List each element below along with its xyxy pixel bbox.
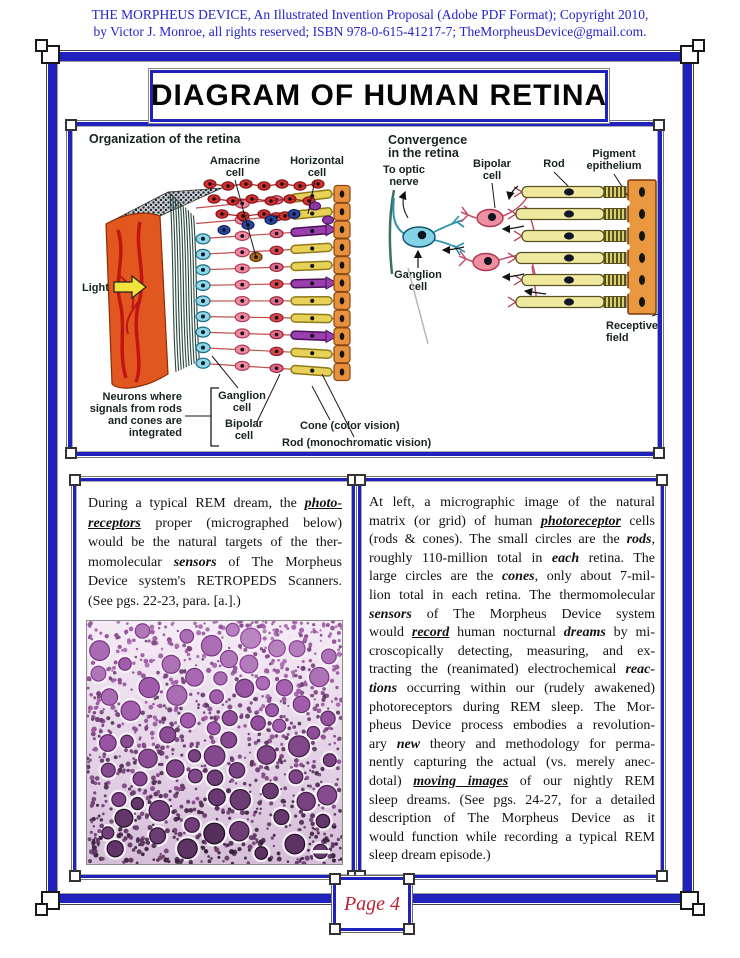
label-bracket [210, 387, 219, 447]
corner-ornament [329, 873, 341, 885]
corner-ornament [69, 474, 81, 486]
page-number-box: Page 4 [329, 873, 415, 935]
retina-illustration: Organization of the retina Light [82, 132, 658, 449]
organization-diagram: Organization of the retina Light [82, 132, 431, 449]
pigment-epithelium-label: Pigment epithelium [586, 148, 641, 172]
optic-nerve-arrow [398, 190, 409, 219]
title-box: DIAGRAM OF HUMAN RETINA [150, 70, 608, 122]
light-arrow-icon [113, 274, 147, 300]
document-header: THE MORPHEUS DEVICE, An Illustrated Inve… [0, 7, 740, 40]
corner-ornament [403, 873, 415, 885]
retina-diagram-panel: Organization of the retina Light [65, 119, 665, 459]
corner-ornament [354, 474, 366, 486]
horizontal-amacrine-cells [203, 179, 335, 263]
organization-heading: Organization of the retina [89, 132, 241, 146]
cone-label: Cone (color vision) [300, 420, 400, 432]
corner-ornament [329, 923, 341, 935]
corner-ornament [656, 474, 668, 486]
bipolar-cell-label-right: Bipolar cell [473, 158, 512, 182]
header-line-2: by Victor J. Monroe, all rights reserved… [93, 23, 647, 39]
corner-ornament [656, 870, 668, 882]
corner-ornament [69, 870, 81, 882]
guide-line [407, 267, 429, 345]
optic-nerve-fiber [388, 189, 396, 275]
rod-cells [507, 185, 627, 309]
corner-ornament [692, 39, 705, 52]
rod-label-right: Rod [543, 158, 564, 170]
signal-flow-arrows [441, 185, 547, 297]
to-optic-nerve-label: To optic nerve [383, 164, 425, 188]
left-text-box: During a typical REM dream, the photo-re… [69, 474, 359, 882]
right-paragraph: At left, a micrographic image of the nat… [369, 495, 655, 864]
horizontal-cell-label: Horizontal cell [290, 155, 344, 179]
rod-label: Rod (monochromatic vision) [282, 437, 431, 449]
page-number: Page 4 [343, 892, 401, 915]
corner-ornament [653, 447, 665, 459]
page-title: DIAGRAM OF HUMAN RETINA [150, 79, 608, 112]
header-line-1: THE MORPHEUS DEVICE, An Illustrated Inve… [91, 7, 649, 22]
pigment-epithelium [624, 179, 657, 315]
corner-ornament [403, 923, 415, 935]
corner-ornament [692, 903, 705, 916]
receptive-field-label: Receptive field [606, 320, 658, 344]
light-label: Light [82, 282, 109, 294]
left-paragraph: During a typical REM dream, the photo-re… [88, 496, 342, 609]
right-text-box: At left, a micrographic image of the nat… [354, 474, 668, 882]
corner-ornament [653, 119, 665, 131]
convergence-diagram: Convergence in the retina To optic nerve B… [383, 133, 658, 345]
ganglion-cell-label-right: Ganglion cell [394, 269, 442, 293]
corner-ornament [35, 39, 48, 52]
bipolar-cell-label: Bipolar cell [225, 418, 264, 442]
convergence-heading: Convergence in the retina [388, 133, 467, 160]
nerve-fiber-layer [169, 191, 200, 373]
amacrine-cell-label: Amacrine cell [210, 155, 260, 179]
ganglion-cell [392, 197, 466, 268]
corner-ornament [35, 903, 48, 916]
ganglion-cell-label: Ganglion cell [218, 390, 266, 414]
photoreceptor-micrograph [85, 620, 343, 865]
leader-lines [185, 179, 355, 438]
corner-ornament [65, 447, 77, 459]
neurons-integrated-label: Neurons where signals from rods and cones … [90, 391, 182, 439]
corner-ornament [65, 119, 77, 131]
